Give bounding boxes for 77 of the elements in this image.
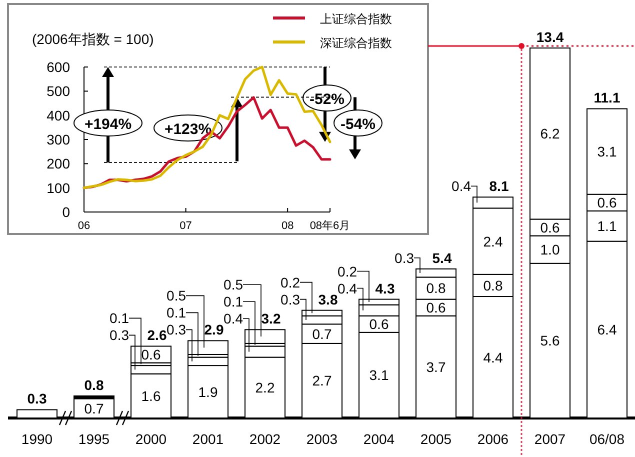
x-tick-label: 2007 bbox=[534, 431, 566, 447]
data-label: 0.5 bbox=[224, 276, 244, 293]
data-label: 0.7 bbox=[84, 400, 104, 416]
x-tick-label: 1995 bbox=[78, 431, 110, 447]
data-label: 0.4 bbox=[452, 178, 472, 194]
x-tick-label: 2005 bbox=[420, 431, 452, 447]
data-label: 3.7 bbox=[426, 358, 446, 375]
data-label: 0.6 bbox=[426, 300, 446, 316]
y-tick-label: 500 bbox=[46, 83, 70, 100]
y-tick-label: 200 bbox=[46, 156, 70, 172]
total-label: 11.1 bbox=[594, 90, 620, 106]
data-label: 0.8 bbox=[483, 277, 503, 294]
data-label: 6.2 bbox=[540, 126, 560, 142]
x-tick-label: 2000 bbox=[135, 431, 167, 447]
total-label: 2.9 bbox=[204, 322, 224, 338]
data-label: 3.1 bbox=[369, 367, 389, 384]
total-label: 0.8 bbox=[84, 376, 104, 393]
data-label: 0.6 bbox=[369, 316, 389, 332]
y-tick-label: 400 bbox=[46, 107, 70, 124]
x-tick-label: 2001 bbox=[192, 431, 224, 447]
total-label: 0.3 bbox=[27, 390, 47, 407]
total-label: 4.3 bbox=[375, 280, 395, 296]
data-label: 0.6 bbox=[540, 219, 560, 236]
x-tick-label: 2004 bbox=[363, 431, 395, 447]
data-label: 1.9 bbox=[198, 384, 218, 400]
data-label: 0.7 bbox=[312, 326, 332, 342]
data-label: 5.6 bbox=[540, 332, 560, 349]
x-tick-label: 2003 bbox=[306, 431, 338, 447]
legend-label: 上证综合指数 bbox=[320, 12, 392, 26]
y-tick-label: 600 bbox=[46, 59, 70, 75]
data-label: 6.4 bbox=[597, 322, 617, 338]
data-label: 0.3 bbox=[394, 250, 414, 266]
data-label: 0.3 bbox=[166, 322, 186, 338]
x-tick-label: 1990 bbox=[21, 431, 53, 447]
x-tick-label: 08年6月 bbox=[310, 220, 350, 232]
data-label: 0.4 bbox=[224, 310, 244, 327]
data-label: 0.6 bbox=[597, 194, 617, 211]
data-label: 1.0 bbox=[540, 242, 560, 258]
x-tick-label: 08 bbox=[281, 220, 294, 232]
y-tick-label: 100 bbox=[46, 180, 70, 196]
annotation: +123% bbox=[164, 121, 212, 138]
total-label: 3.2 bbox=[261, 310, 281, 327]
data-label: 0.3 bbox=[110, 327, 130, 344]
y-tick-label: 0 bbox=[62, 204, 70, 220]
legend-label: 深证综合指数 bbox=[320, 36, 392, 50]
x-tick-label: 06/08 bbox=[589, 431, 625, 447]
total-label: 13.4 bbox=[536, 29, 564, 45]
data-label: 0.5 bbox=[166, 288, 186, 304]
x-tick-label: 2002 bbox=[249, 431, 281, 447]
annotation: -54% bbox=[340, 116, 376, 133]
x-tick-label: 06 bbox=[78, 220, 90, 232]
data-label: 0.8 bbox=[426, 280, 446, 296]
data-label: 0.1 bbox=[110, 310, 130, 326]
data-label: 0.3 bbox=[280, 291, 300, 308]
data-label: 2.7 bbox=[312, 372, 332, 389]
total-label: 8.1 bbox=[489, 178, 509, 194]
y-axis-title: (2006年指数 = 100) bbox=[32, 31, 154, 47]
data-label: 2.2 bbox=[255, 380, 275, 396]
x-tick-label: 2006 bbox=[477, 431, 509, 447]
total-label: 3.8 bbox=[318, 291, 338, 308]
data-label: 0.2 bbox=[338, 263, 358, 280]
data-label: 0.1 bbox=[166, 304, 186, 321]
data-label: 0.4 bbox=[338, 280, 358, 296]
data-label: 1.1 bbox=[597, 218, 617, 234]
data-label: 0.2 bbox=[280, 274, 300, 290]
data-label: 1.6 bbox=[141, 388, 161, 404]
data-label: 4.4 bbox=[483, 349, 503, 366]
data-label: 0.1 bbox=[224, 294, 244, 310]
x-tick-label: 07 bbox=[180, 220, 192, 232]
data-label: 3.1 bbox=[597, 144, 617, 160]
annotation: -52% bbox=[309, 91, 345, 108]
data-label: 2.4 bbox=[483, 233, 503, 250]
annotation: +194% bbox=[84, 116, 132, 133]
total-label: 5.4 bbox=[432, 250, 452, 266]
total-label: 2.6 bbox=[147, 327, 167, 344]
y-tick-label: 300 bbox=[46, 132, 70, 148]
data-label: 0.6 bbox=[141, 346, 161, 362]
